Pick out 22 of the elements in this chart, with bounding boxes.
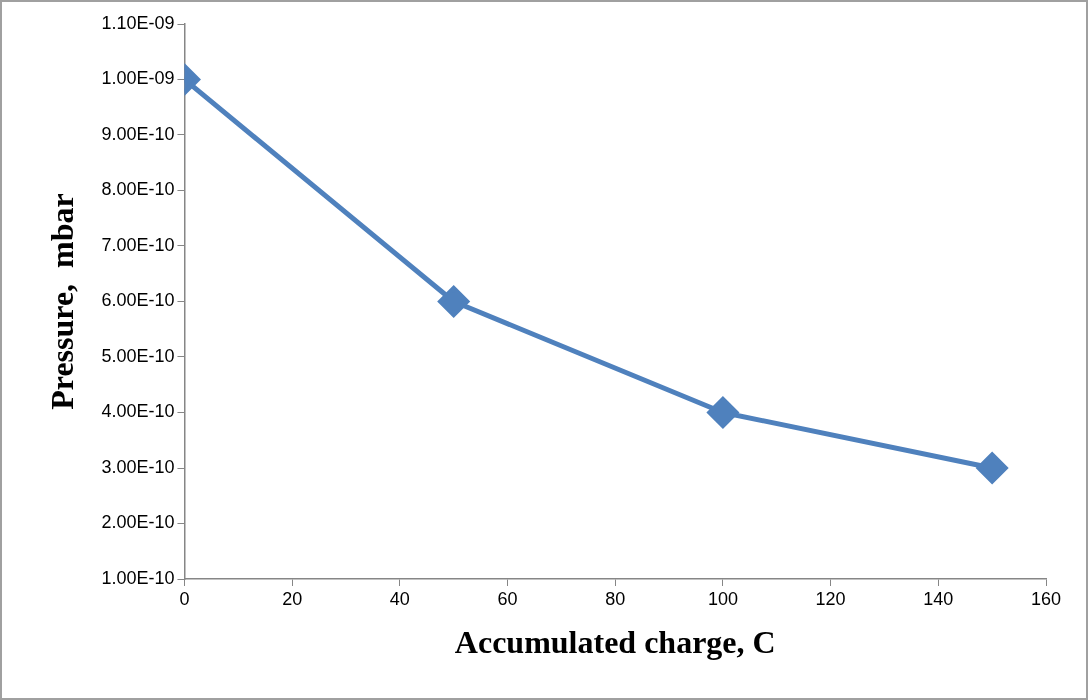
x-tick-label: 0 (179, 588, 190, 609)
y-tick-label: 1.10E-09 (101, 12, 175, 33)
x-tick-label: 100 (707, 588, 738, 609)
x-tick-label: 120 (815, 588, 846, 609)
x-tick-label: 80 (605, 588, 626, 609)
y-tick-label: 4.00E-10 (101, 401, 175, 422)
y-tick-label: 1.00E-10 (101, 567, 175, 588)
y-tick-label: 3.00E-10 (101, 456, 175, 477)
y-tick-label: 2.00E-10 (101, 512, 175, 533)
x-tick-label: 140 (923, 588, 954, 609)
x-tick-label: 60 (497, 588, 518, 609)
y-tick-label: 1.00E-09 (101, 68, 175, 89)
y-axis-title: Pressure, mbar (44, 193, 81, 410)
x-tick-label: 20 (282, 588, 303, 609)
y-tick-label: 9.00E-10 (101, 123, 175, 144)
y-tick-label: 5.00E-10 (101, 345, 175, 366)
y-tick-label: 7.00E-10 (101, 234, 175, 255)
y-tick-label: 8.00E-10 (101, 179, 175, 200)
x-axis-title: Accumulated charge, C (454, 624, 776, 661)
x-tick-label: 40 (389, 588, 410, 609)
y-tick-label: 6.00E-10 (101, 290, 175, 311)
x-tick-label: 160 (1030, 588, 1062, 609)
